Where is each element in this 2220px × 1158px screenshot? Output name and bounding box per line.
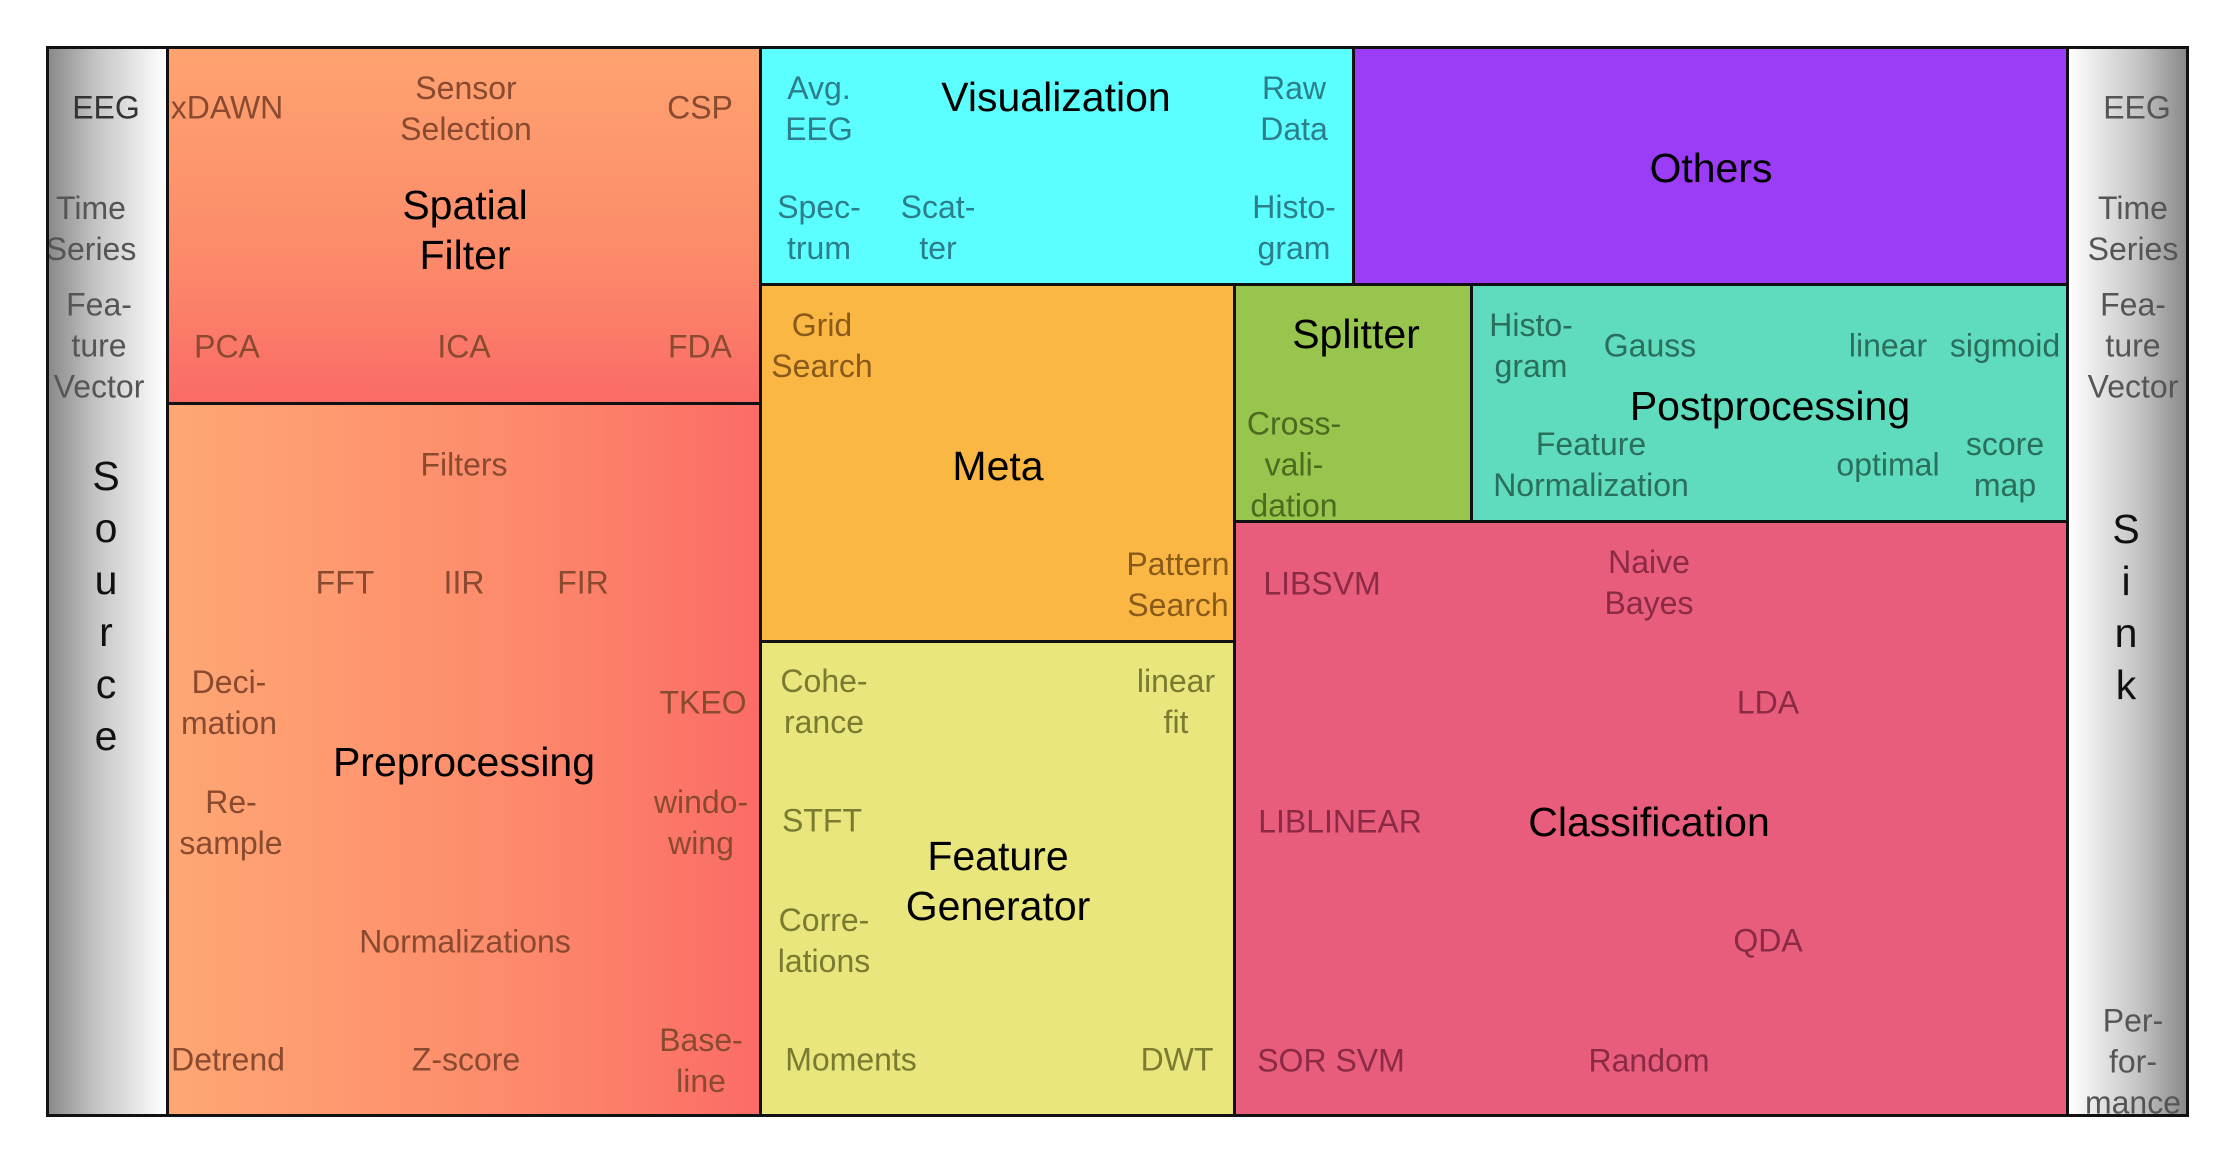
- postprocessing-box: Histo- gram Gauss linear sigmoid Postpro…: [1470, 283, 2069, 523]
- postprocessing-item: linear: [1848, 327, 1928, 364]
- sink-label: S i n k: [2112, 506, 2140, 708]
- preprocessing-item: Re- sample: [179, 784, 283, 861]
- visualization-item: Avg. EEG: [785, 70, 853, 147]
- feature-generator-item: Cohe- rance: [780, 663, 868, 740]
- preprocessing-item: Filters: [420, 446, 508, 483]
- postprocessing-item: sigmoid: [1949, 327, 2061, 364]
- meta-item: Pattern Search: [1126, 546, 1230, 623]
- visualization-item: Spec- trum: [777, 189, 861, 266]
- classification-box: LIBSVM Naive Bayes LDA LIBLINEAR Classif…: [1233, 520, 2069, 1117]
- preprocessing-item: Z-score: [411, 1041, 521, 1078]
- source-item-eeg: EEG: [72, 89, 140, 126]
- preprocessing-item: windo- wing: [653, 784, 749, 861]
- splitter-item: Cross- vali- dation: [1246, 405, 1342, 523]
- postprocessing-title: Postprocessing: [1629, 383, 1911, 429]
- spatial-filter-item: PCA: [194, 328, 260, 365]
- preprocessing-title: Preprocessing: [332, 739, 596, 785]
- source-item-time-series: Time Series: [46, 190, 137, 267]
- spatial-filter-item: Sensor Selection: [400, 70, 532, 147]
- spatial-filter-item: ICA: [437, 328, 491, 365]
- feature-generator-item: DWT: [1140, 1041, 1214, 1078]
- splitter-box: Splitter Cross- vali- dation: [1233, 283, 1473, 523]
- feature-generator-box: Cohe- rance linear fit STFT Feature Gene…: [759, 640, 1236, 1117]
- others-title: Others: [1649, 145, 1773, 191]
- visualization-box: Visualization Avg. EEG Raw Data Spec- tr…: [759, 46, 1355, 286]
- sink-panel: EEG Time Series Fea- ture Vector S i n k…: [2066, 46, 2189, 1117]
- postprocessing-item: Feature Normalization: [1493, 426, 1689, 503]
- postprocessing-item: optimal: [1836, 446, 1940, 483]
- sink-item-feature-vector: Fea- ture Vector: [2087, 286, 2179, 405]
- feature-generator-item: Moments: [785, 1041, 917, 1078]
- sink-item-time-series: Time Series: [2087, 190, 2179, 267]
- preprocessing-item: FIR: [557, 564, 609, 601]
- postprocessing-item: Histo- gram: [1489, 307, 1573, 384]
- classification-item: Random: [1588, 1042, 1710, 1079]
- classification-title: Classification: [1528, 799, 1770, 845]
- spatial-filter-item: xDAWN: [170, 89, 284, 126]
- visualization-title: Visualization: [941, 74, 1171, 120]
- others-box: Others: [1352, 46, 2069, 286]
- classification-item: Naive Bayes: [1604, 544, 1694, 621]
- spatial-filter-item: CSP: [667, 89, 733, 126]
- meta-item: Grid Search: [771, 307, 873, 384]
- preprocessing-item: FFT: [315, 564, 375, 601]
- meta-box: Grid Search Meta Pattern Search: [759, 283, 1236, 643]
- source-label: S o u r c e: [92, 453, 120, 759]
- visualization-item: Histo- gram: [1252, 189, 1336, 266]
- classification-item: LIBLINEAR: [1258, 803, 1422, 840]
- feature-generator-title: Feature Generator: [905, 833, 1091, 929]
- preprocessing-item: Normalizations: [359, 923, 571, 960]
- classification-item: LDA: [1736, 684, 1800, 721]
- source-item-feature-vector: Fea- ture Vector: [53, 286, 145, 405]
- preprocessing-box: Filters FFT IIR FIR Deci- mation TKEO Pr…: [166, 402, 762, 1117]
- meta-title: Meta: [952, 443, 1044, 489]
- postprocessing-item: score map: [1965, 426, 2045, 503]
- preprocessing-item: Deci- mation: [180, 664, 278, 741]
- preprocessing-item: Base- line: [659, 1022, 743, 1099]
- feature-generator-item: linear fit: [1136, 663, 1216, 740]
- spatial-filter-box: Spatial Filter xDAWN Sensor Selection CS…: [166, 46, 762, 405]
- source-panel: EEG Time Series Fea- ture Vector S o u r…: [46, 46, 169, 1117]
- preprocessing-item: Detrend: [171, 1041, 285, 1078]
- visualization-item: Scat- ter: [900, 189, 976, 266]
- visualization-item: Raw Data: [1260, 70, 1328, 147]
- classification-item: LIBSVM: [1263, 565, 1381, 602]
- classification-item: QDA: [1733, 922, 1803, 959]
- spatial-filter-title: Spatial Filter: [402, 182, 528, 278]
- preprocessing-item: IIR: [443, 564, 485, 601]
- sink-item-performance: Per- for- mance: [2084, 1002, 2182, 1117]
- splitter-title: Splitter: [1292, 311, 1420, 357]
- classification-item: SOR SVM: [1257, 1042, 1405, 1079]
- preprocessing-item: TKEO: [659, 684, 747, 721]
- postprocessing-item: Gauss: [1603, 327, 1697, 364]
- spatial-filter-item: FDA: [668, 328, 732, 365]
- sink-item-eeg: EEG: [2103, 89, 2171, 126]
- feature-generator-item: STFT: [782, 802, 862, 839]
- feature-generator-item: Corre- lations: [777, 902, 871, 979]
